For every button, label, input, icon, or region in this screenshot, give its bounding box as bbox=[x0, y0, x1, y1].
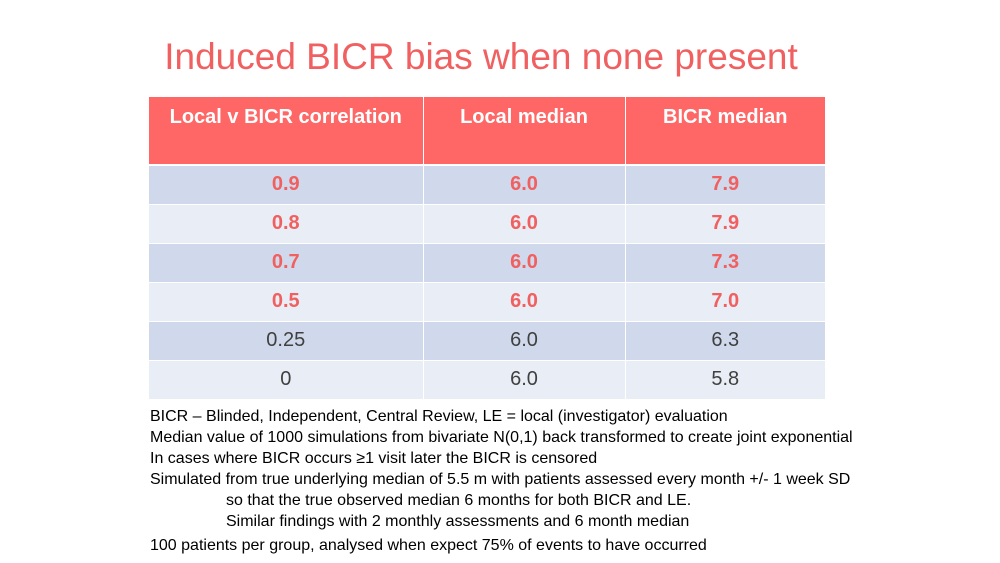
footnote-similar-findings: Similar findings with 2 monthly assessme… bbox=[226, 513, 690, 530]
header-correlation: Local v BICR correlation bbox=[149, 97, 424, 166]
slide-title: Induced BICR bias when none present bbox=[164, 36, 798, 77]
cell-correlation: 0.9 bbox=[149, 165, 424, 205]
table-row: 0 6.0 5.8 bbox=[149, 360, 825, 400]
results-table: Local v BICR correlation Local median BI… bbox=[149, 97, 825, 400]
cell-bicr-median: 7.3 bbox=[625, 243, 825, 283]
footnote-abbreviations: BICR – Blinded, Independent, Central Rev… bbox=[150, 408, 728, 425]
footnote-censoring: In cases where BICR occurs ≥1 visit late… bbox=[150, 450, 598, 467]
cell-correlation: 0 bbox=[149, 360, 424, 400]
cell-local-median: 6.0 bbox=[423, 321, 626, 361]
header-bicr-median: BICR median bbox=[625, 97, 825, 166]
footnote-observed-median: so that the true observed median 6 month… bbox=[226, 492, 692, 509]
table-row: 0.5 6.0 7.0 bbox=[149, 282, 825, 322]
table-row: 0.9 6.0 7.9 bbox=[149, 165, 825, 205]
cell-bicr-median: 6.3 bbox=[625, 321, 825, 361]
cell-local-median: 6.0 bbox=[423, 204, 626, 244]
cell-correlation: 0.8 bbox=[149, 204, 424, 244]
cell-correlation: 0.5 bbox=[149, 282, 424, 322]
cell-local-median: 6.0 bbox=[423, 282, 626, 322]
cell-correlation: 0.7 bbox=[149, 243, 424, 283]
footnote-sample-size: 100 patients per group, analysed when ex… bbox=[150, 537, 707, 554]
cell-bicr-median: 5.8 bbox=[625, 360, 825, 400]
cell-correlation: 0.25 bbox=[149, 321, 424, 361]
cell-local-median: 6.0 bbox=[423, 360, 626, 400]
cell-local-median: 6.0 bbox=[423, 243, 626, 283]
cell-bicr-median: 7.9 bbox=[625, 165, 825, 205]
table-row: 0.8 6.0 7.9 bbox=[149, 204, 825, 244]
cell-local-median: 6.0 bbox=[423, 165, 626, 205]
table-row: 0.7 6.0 7.3 bbox=[149, 243, 825, 283]
footnote-true-median: Simulated from true underlying median of… bbox=[150, 471, 851, 488]
header-local-median: Local median bbox=[423, 97, 626, 166]
cell-bicr-median: 7.9 bbox=[625, 204, 825, 244]
cell-bicr-median: 7.0 bbox=[625, 282, 825, 322]
table-row: 0.25 6.0 6.3 bbox=[149, 321, 825, 361]
footnote-simulation-method: Median value of 1000 simulations from bi… bbox=[150, 429, 853, 446]
footnotes: BICR – Blinded, Independent, Central Rev… bbox=[150, 406, 995, 556]
table-header-row: Local v BICR correlation Local median BI… bbox=[149, 97, 825, 166]
